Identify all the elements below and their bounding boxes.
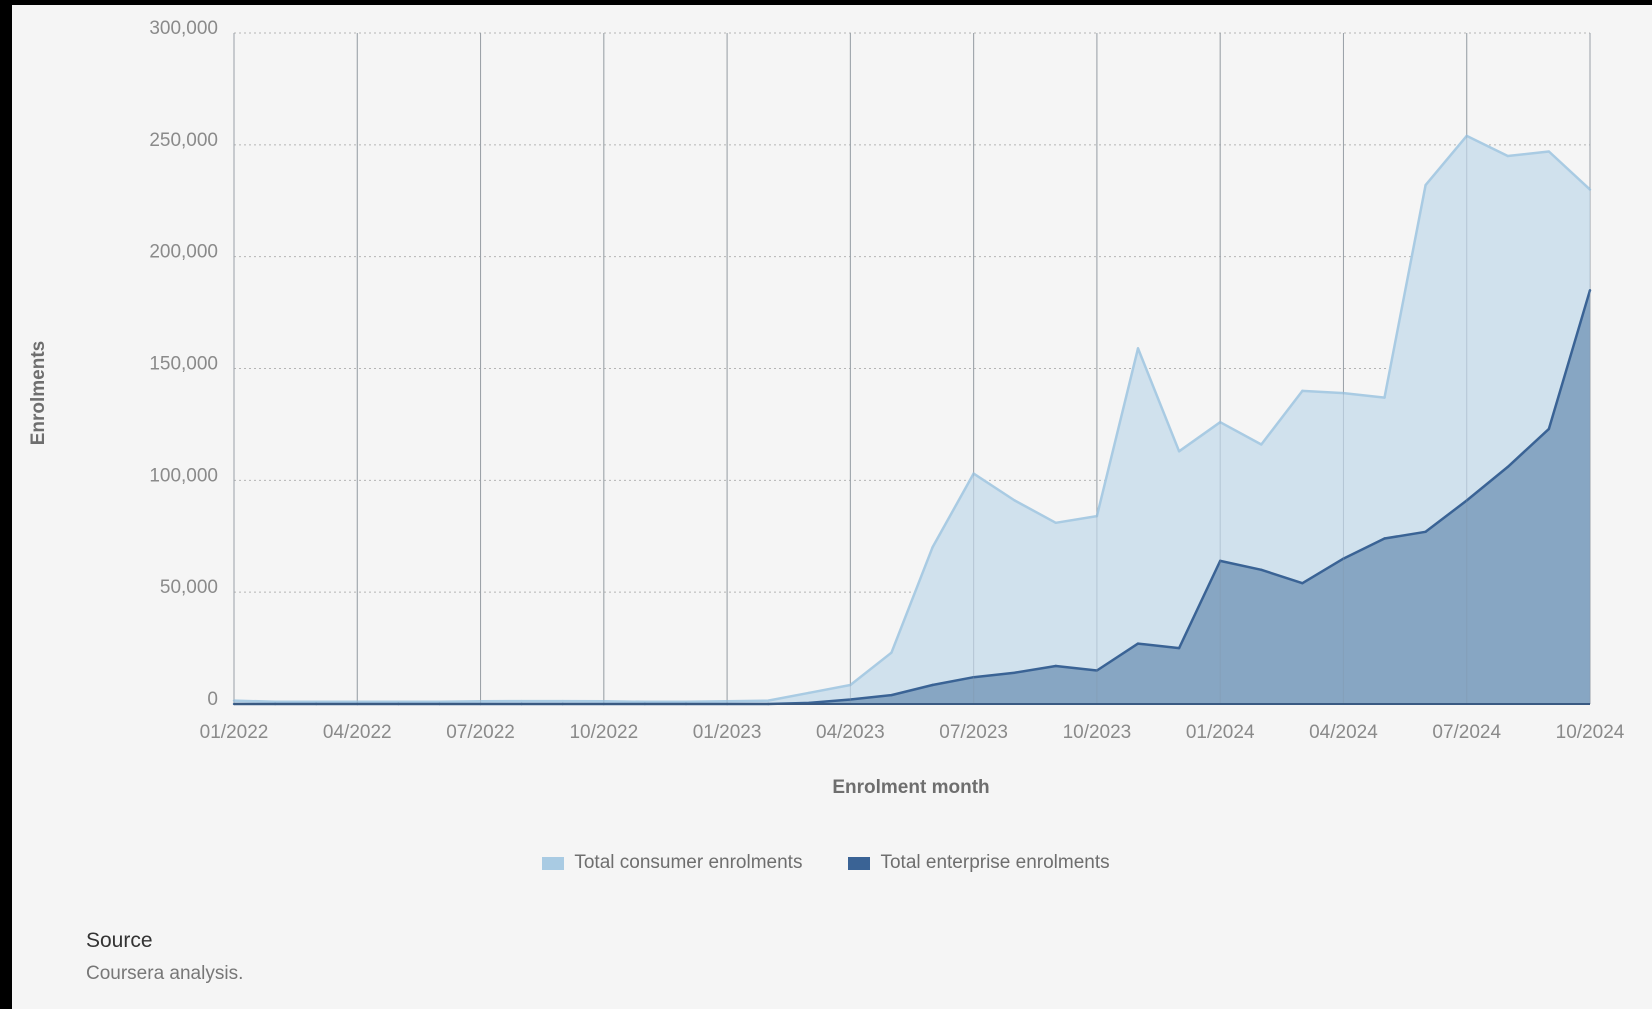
data-point-enterprise: [1218, 559, 1222, 563]
area-layer: [232, 134, 1592, 706]
x-tick-label: 04/2022: [323, 722, 392, 743]
x-tick-label: 04/2023: [816, 722, 885, 743]
data-point-enterprise: [1095, 669, 1099, 672]
data-point-enterprise: [1465, 499, 1468, 502]
legend-label-consumer: Total consumer enrolments: [574, 852, 803, 873]
x-tick-label: 01/2024: [1186, 722, 1255, 743]
data-point-consumer: [602, 700, 606, 703]
data-point-consumer: [1177, 450, 1181, 453]
y-tick-label: 300,000: [149, 18, 218, 39]
data-point-consumer: [314, 700, 318, 703]
source-text: Coursera analysis.: [86, 963, 244, 984]
data-point-enterprise: [1301, 582, 1304, 585]
data-point-consumer: [766, 699, 770, 702]
data-point-consumer: [1013, 499, 1016, 502]
data-point-enterprise: [1547, 427, 1551, 431]
source-title: Source: [86, 929, 153, 952]
y-tick-label: 250,000: [149, 130, 218, 151]
x-axis-title: Enrolment month: [832, 777, 989, 798]
data-point-consumer: [849, 683, 852, 687]
area-fill-enterprise: [234, 290, 1590, 704]
data-point-enterprise: [1588, 289, 1592, 292]
y-tick-label: 150,000: [149, 354, 218, 375]
area-fill-consumer: [234, 135, 1590, 704]
x-tick-label: 10/2024: [1556, 722, 1625, 743]
data-point-consumer: [438, 700, 441, 703]
data-point-enterprise: [890, 693, 893, 697]
legend-swatch-consumer: [542, 856, 565, 870]
data-point-consumer: [356, 700, 359, 703]
data-point-enterprise: [1013, 671, 1016, 674]
data-point-enterprise: [1177, 646, 1181, 650]
data-point-consumer: [684, 700, 688, 703]
data-point-enterprise: [1424, 530, 1427, 533]
x-tick-label: 10/2023: [1063, 722, 1132, 743]
data-point-consumer: [1301, 389, 1304, 393]
data-point-consumer: [725, 700, 729, 703]
data-point-enterprise: [1260, 568, 1263, 571]
x-tick-label: 07/2022: [446, 722, 515, 743]
legend-item-consumer[interactable]: Total consumer enrolments: [542, 852, 802, 874]
y-tick-label: 200,000: [149, 242, 218, 263]
data-point-consumer: [931, 546, 934, 549]
data-point-enterprise: [1506, 465, 1510, 469]
data-point-consumer: [1342, 391, 1345, 395]
legend-item-enterprise[interactable]: Total enterprise enrolments: [848, 852, 1110, 874]
area-chart: 0 50,000 100,000 150,000 200,000 250,000 300,0…: [28, 18, 1625, 798]
y-tick-label: 50,000: [160, 577, 218, 598]
x-tick-label: 10/2022: [569, 722, 638, 743]
data-point-consumer: [1424, 183, 1427, 187]
data-point-consumer: [479, 700, 482, 703]
legend-label-enterprise: Total enterprise enrolments: [880, 852, 1110, 873]
data-point-consumer: [232, 699, 236, 702]
data-point-enterprise: [849, 698, 852, 701]
x-tick-label: 07/2024: [1432, 722, 1501, 743]
data-point-enterprise: [1383, 537, 1386, 540]
area-line-consumer: [233, 134, 1591, 704]
data-point-consumer: [1506, 154, 1510, 158]
data-point-enterprise: [1342, 557, 1345, 560]
y-axis-title: Enrolments: [28, 341, 49, 446]
data-point-consumer: [1054, 521, 1058, 525]
data-point-consumer: [1095, 514, 1099, 518]
data-point-consumer: [643, 700, 647, 703]
data-point-consumer: [972, 472, 975, 475]
legend-swatch-enterprise: [848, 856, 871, 870]
data-point-enterprise: [1136, 642, 1140, 645]
data-point-consumer: [1383, 396, 1386, 399]
data-point-consumer: [520, 699, 523, 703]
x-tick-label: 07/2023: [939, 722, 1008, 743]
y-tick-label: 0: [207, 689, 218, 710]
data-point-consumer: [1547, 150, 1551, 153]
data-point-consumer: [561, 699, 564, 703]
tick-layer: 0 50,000 100,000 150,000 200,000 250,000 300,0…: [149, 18, 1624, 743]
x-tick-label: 01/2022: [200, 722, 269, 743]
data-point-enterprise: [1054, 664, 1058, 668]
data-point-consumer: [273, 700, 277, 703]
data-point-enterprise: [972, 675, 975, 679]
data-point-consumer: [1588, 188, 1592, 191]
data-point-consumer: [890, 651, 893, 654]
data-point-consumer: [1465, 134, 1468, 138]
data-point-consumer: [1136, 347, 1140, 350]
legend: Total consumer enrolments Total enterpri…: [0, 852, 1652, 874]
x-tick-label: 04/2024: [1309, 722, 1378, 743]
data-point-consumer: [1218, 420, 1222, 424]
x-tick-label: 01/2023: [693, 722, 762, 743]
data-point-consumer: [1260, 443, 1263, 446]
data-point-enterprise: [931, 683, 934, 687]
y-tick-label: 100,000: [149, 465, 218, 486]
data-point-consumer: [808, 691, 811, 695]
data-point-consumer: [397, 700, 400, 703]
